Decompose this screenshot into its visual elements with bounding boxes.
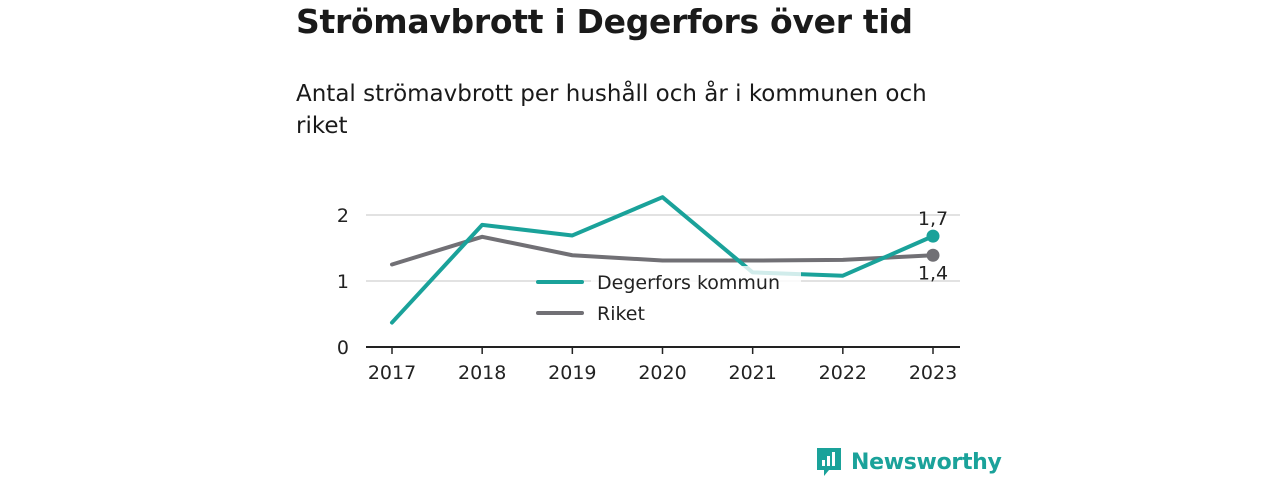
x-tick-label: 2019 bbox=[548, 362, 596, 384]
y-tick-label: 0 bbox=[337, 337, 349, 359]
chart-title: Strömavbrott i Degerfors över tid bbox=[296, 2, 913, 41]
x-tick-label: 2023 bbox=[909, 362, 957, 384]
legend-label: Riket bbox=[597, 303, 645, 325]
brand-name: Newsworthy bbox=[851, 449, 1002, 475]
x-tick-label: 2017 bbox=[368, 362, 416, 384]
x-tick-label: 2021 bbox=[728, 362, 776, 384]
bar-chart-speech-bubble-icon bbox=[817, 448, 841, 476]
chart-subtitle: Antal strömavbrott per hushåll och år i … bbox=[296, 81, 927, 139]
end-point-marker bbox=[926, 229, 940, 243]
brand-logo: Newsworthy bbox=[815, 446, 1002, 478]
line-chart: 0 1 2 2017 2018 2019 2020 2021 2022 2023 1,7 1,4 Deg… bbox=[337, 195, 960, 384]
legend-backdrop bbox=[591, 266, 801, 294]
legend-label: Degerfors kommun bbox=[597, 272, 780, 294]
series-line-degerfors bbox=[390, 195, 935, 325]
x-tick-label: 2018 bbox=[458, 362, 506, 384]
x-tick-label: 2022 bbox=[819, 362, 867, 384]
end-point-marker bbox=[926, 248, 940, 262]
x-tick-label: 2020 bbox=[638, 362, 686, 384]
y-tick-label: 2 bbox=[337, 205, 349, 227]
series-line-riket bbox=[390, 234, 935, 267]
y-tick-label: 1 bbox=[337, 271, 349, 293]
end-value-label: 1,4 bbox=[918, 262, 948, 284]
end-value-label: 1,7 bbox=[918, 208, 948, 230]
